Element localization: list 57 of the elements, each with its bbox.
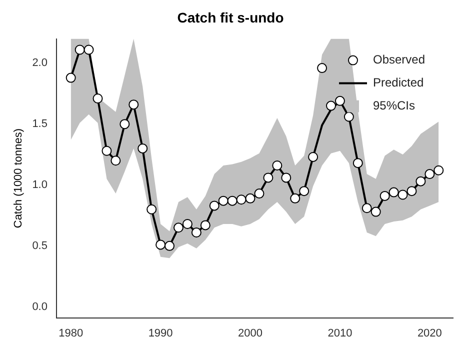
point xyxy=(352,158,363,168)
point xyxy=(66,72,76,83)
point xyxy=(182,218,192,229)
legend-label: Predicted xyxy=(373,76,424,90)
point xyxy=(92,94,103,104)
point xyxy=(138,143,148,154)
point xyxy=(388,187,399,198)
point xyxy=(227,196,238,206)
y-tick-label: 0.5 xyxy=(32,240,48,252)
point xyxy=(254,188,264,199)
x-tick-label: 1980 xyxy=(58,327,84,340)
x-tick-label: 2010 xyxy=(328,327,352,340)
point xyxy=(191,228,202,238)
point xyxy=(110,156,121,166)
y-tick-label: 1.5 xyxy=(32,118,48,130)
point xyxy=(173,222,184,233)
legend-label: Observed xyxy=(373,52,426,67)
point xyxy=(308,152,318,162)
x-tick-label: 2000 xyxy=(238,327,263,340)
point xyxy=(299,186,310,196)
point xyxy=(398,190,408,200)
point xyxy=(263,172,274,183)
point xyxy=(245,193,256,204)
point xyxy=(406,186,417,196)
annotation: 95%CIs xyxy=(373,98,416,113)
point xyxy=(236,194,246,205)
point xyxy=(102,146,112,156)
point xyxy=(344,112,354,122)
y-tick-label: 1.0 xyxy=(32,179,48,192)
point xyxy=(334,96,345,106)
point xyxy=(156,240,166,250)
point xyxy=(434,165,444,176)
point xyxy=(424,169,435,180)
point xyxy=(209,200,220,211)
point xyxy=(362,203,372,214)
point xyxy=(370,206,381,217)
point xyxy=(146,204,157,214)
point xyxy=(128,100,139,110)
x-tick-label: 2020 xyxy=(417,327,442,340)
point xyxy=(272,160,282,171)
point xyxy=(416,176,426,186)
point xyxy=(218,196,228,206)
point xyxy=(164,240,175,251)
point xyxy=(380,190,390,201)
point xyxy=(200,220,210,230)
chart-title: Catch fit s-undo xyxy=(177,9,284,26)
x-tick-label: 1990 xyxy=(148,327,173,340)
point xyxy=(120,119,130,130)
point xyxy=(290,193,300,204)
point xyxy=(281,172,292,183)
point xyxy=(74,44,85,55)
y-axis-title: Catch (1000 tonnes) xyxy=(12,128,25,228)
y-tick-label: 0.0 xyxy=(32,300,48,313)
y-tick-label: 2.0 xyxy=(32,57,48,70)
point xyxy=(84,44,94,55)
point xyxy=(326,100,336,111)
point xyxy=(317,63,328,74)
